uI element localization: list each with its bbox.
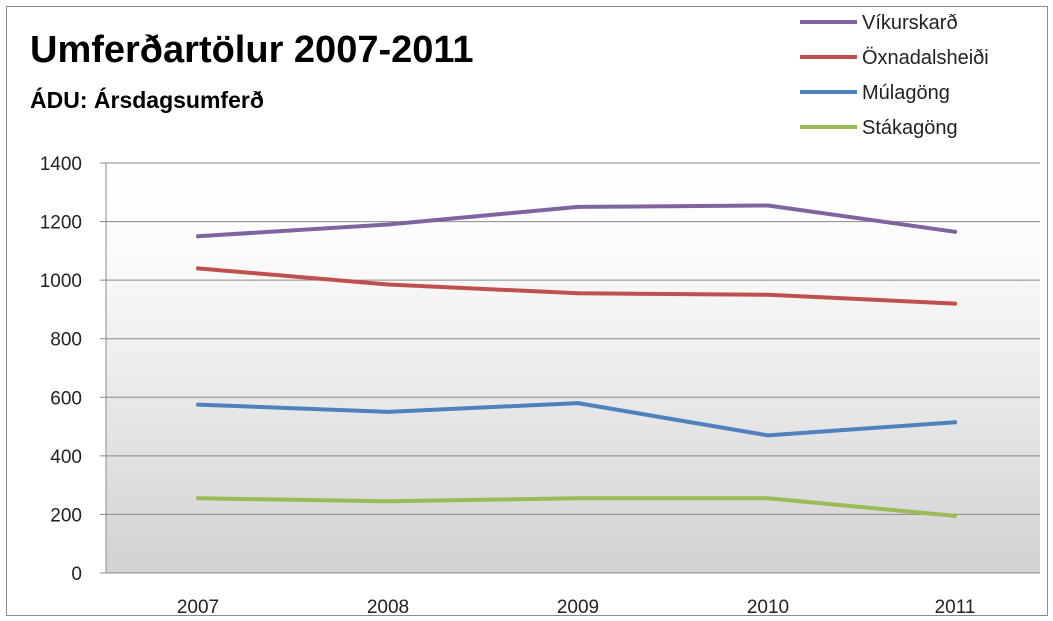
legend-label: Öxnadalsheiði [862,47,989,69]
data-point [576,204,580,209]
data-point [953,301,957,306]
x-tick-label: 2008 [367,597,409,618]
y-tick-label: 600 [50,388,82,409]
y-tick-label: 800 [50,330,82,351]
data-point [576,401,580,406]
legend-label: Múlagöng [862,82,950,104]
chart-title: Umferðartölur 2007-2011 [30,29,474,71]
data-point [766,496,770,501]
data-point [196,266,200,271]
data-point [576,496,580,501]
data-point [953,420,957,425]
data-point [953,229,957,234]
x-tick-label: 2009 [557,597,599,618]
x-tick-label: 2007 [177,597,219,618]
data-point [386,282,390,287]
legend-label: Víkurskarð [862,12,958,34]
data-point [196,402,200,407]
y-tick-label: 1000 [40,271,82,292]
data-point [196,234,200,239]
data-point [386,222,390,227]
axes: 0 200 400 600 800 1000 1200 1400 2007 2008 2009 201… [40,154,1040,618]
y-tick-label: 1200 [40,213,82,234]
y-tick-label: 200 [50,505,82,526]
data-point [576,291,580,296]
x-tick-label: 2010 [747,597,789,618]
data-point [766,203,770,208]
y-tick-label: 0 [71,564,82,585]
chart-subtitle: ÁDU: Ársdagsumferð [30,86,264,113]
y-tick-label: 400 [50,447,82,468]
data-point [766,292,770,297]
series-lines [196,203,957,518]
data-point [386,499,390,504]
x-tick-label: 2011 [935,597,976,618]
data-point [386,409,390,414]
y-tick-label: 1400 [40,154,82,175]
legend: Víkurskarð Öxnadalsheiði Múlagöng Stákagöng [800,12,989,139]
data-point [766,433,770,438]
legend-label: Stákagöng [862,117,958,139]
data-point [953,513,957,518]
data-point [196,496,200,501]
